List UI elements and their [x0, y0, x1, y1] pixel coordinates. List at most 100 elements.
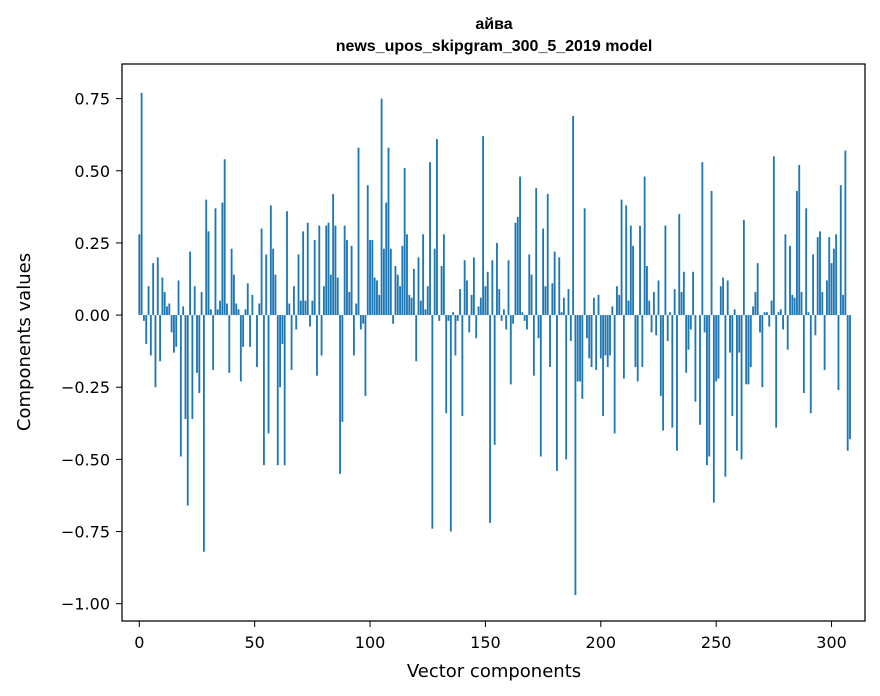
- bar-130: [438, 315, 441, 321]
- bar-0: [138, 234, 141, 316]
- bar-272: [766, 312, 768, 316]
- bar-233: [676, 315, 678, 451]
- bar-6: [152, 263, 155, 316]
- bar-41: [232, 274, 235, 316]
- bar-211: [625, 205, 628, 316]
- bar-11: [163, 291, 166, 316]
- bar-40: [230, 248, 233, 316]
- bar-56: [267, 315, 270, 434]
- bar-201: [602, 315, 605, 417]
- bar-145: [472, 257, 475, 316]
- bar-204: [609, 315, 611, 356]
- bar-147: [477, 306, 480, 316]
- bar-217: [639, 225, 641, 316]
- plot-frame: [121, 63, 866, 622]
- bar-32: [212, 315, 215, 370]
- bar-193: [583, 208, 586, 316]
- bar-152: [489, 315, 491, 523]
- bar-198: [595, 315, 598, 370]
- bar-109: [389, 248, 392, 316]
- bar-98: [364, 315, 367, 396]
- bar-251: [717, 315, 720, 379]
- bar-245: [703, 315, 706, 333]
- bar-19: [182, 306, 185, 316]
- bar-252: [719, 286, 722, 316]
- bar-203: [606, 315, 609, 368]
- x-axis-label: Vector components: [407, 661, 581, 682]
- bar-116: [406, 234, 408, 316]
- bars-group: [138, 92, 851, 596]
- bar-114: [401, 245, 404, 316]
- y-tick-label: −0.75: [61, 523, 110, 542]
- bar-196: [590, 315, 593, 368]
- bar-189: [574, 315, 577, 596]
- bar-54: [262, 315, 265, 466]
- bar-263: [745, 315, 748, 385]
- bar-62: [281, 315, 284, 344]
- bar-14: [170, 315, 173, 333]
- bar-108: [387, 147, 390, 316]
- bar-140: [461, 315, 464, 417]
- bar-126: [429, 162, 431, 316]
- bar-240: [692, 271, 695, 316]
- bar-45: [242, 315, 245, 347]
- y-tick-label: 0.00: [74, 306, 110, 325]
- bar-247: [708, 315, 711, 457]
- bar-230: [669, 312, 671, 316]
- bar-37: [223, 159, 226, 316]
- bar-58: [272, 248, 275, 316]
- bar-180: [553, 251, 556, 316]
- bar-44: [239, 315, 242, 382]
- bar-154: [493, 315, 496, 445]
- bar-146: [475, 315, 478, 339]
- bar-260: [738, 315, 741, 353]
- bar-102: [373, 277, 376, 316]
- bar-53: [260, 228, 263, 316]
- bar-104: [378, 294, 381, 316]
- bar-181: [556, 315, 558, 471]
- bar-16: [175, 315, 178, 347]
- bar-232: [673, 289, 676, 316]
- bar-287: [800, 291, 803, 316]
- bar-105: [380, 98, 383, 316]
- bar-197: [592, 297, 595, 316]
- bar-39: [228, 315, 231, 373]
- bar-151: [486, 271, 489, 316]
- bar-271: [763, 312, 766, 316]
- bar-249: [712, 315, 715, 503]
- bar-124: [424, 309, 427, 316]
- bar-55: [265, 254, 268, 316]
- bar-113: [399, 286, 401, 316]
- bar-192: [581, 315, 584, 399]
- bar-236: [682, 271, 685, 316]
- bar-22: [189, 251, 191, 316]
- bar-81: [325, 225, 328, 316]
- bar-99: [366, 185, 369, 316]
- bar-122: [419, 300, 422, 316]
- bar-269: [759, 315, 761, 333]
- bar-95: [357, 147, 360, 316]
- bar-300: [830, 263, 833, 316]
- bar-157: [500, 315, 503, 321]
- bar-238: [687, 315, 690, 350]
- bar-282: [789, 245, 791, 316]
- bar-161: [509, 315, 512, 385]
- bar-73: [306, 222, 309, 316]
- bar-303: [837, 315, 840, 391]
- bar-290: [807, 312, 810, 316]
- bar-153: [491, 260, 494, 316]
- bar-261: [740, 315, 743, 460]
- bar-76: [313, 240, 316, 316]
- bar-225: [657, 280, 660, 316]
- bar-167: [523, 315, 526, 321]
- bar-134: [447, 315, 450, 321]
- bar-160: [507, 260, 510, 316]
- bar-90: [346, 240, 348, 316]
- bar-273: [768, 315, 771, 327]
- bar-125: [426, 286, 429, 316]
- bar-194: [586, 315, 588, 339]
- x-tick-label: 300: [816, 633, 847, 652]
- bar-184: [562, 297, 565, 316]
